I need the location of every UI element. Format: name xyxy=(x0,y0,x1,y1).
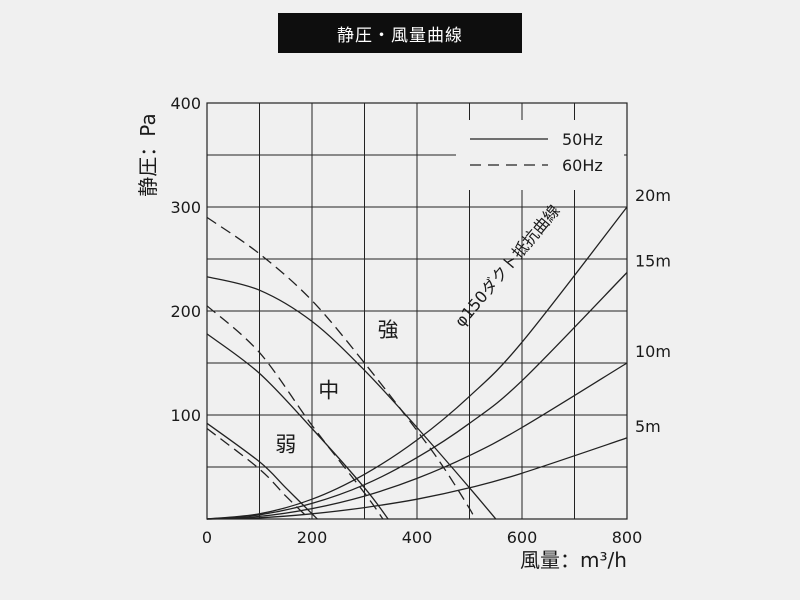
x-axis-label: 風量：m³/h xyxy=(520,548,627,572)
fan-speed-label-low: 弱 xyxy=(275,432,296,456)
legend-background xyxy=(456,120,624,190)
legend: 50Hz 60Hz xyxy=(456,120,624,190)
grid xyxy=(207,103,627,519)
fan-curve-low-60hz xyxy=(206,427,310,520)
plot-frame xyxy=(206,102,628,520)
x-tick-label: 0 xyxy=(202,528,212,547)
tick-labels: 0 200 400 600 800 100 200 300 400 xyxy=(170,94,642,547)
chart-title: 静圧・風量曲線 xyxy=(278,13,522,53)
resistance-curve-15m xyxy=(206,272,628,520)
x-tick-label: 800 xyxy=(612,528,643,547)
x-tick-label: 600 xyxy=(507,528,538,547)
x-tick-label: 400 xyxy=(402,528,433,547)
fan-curve-low-50hz xyxy=(206,422,318,520)
fan-speed-label-high: 強 xyxy=(378,318,399,342)
resistance-label-15m: 15m xyxy=(635,252,671,271)
fan-curve-medium-60hz xyxy=(206,305,384,520)
fan-curve-medium-50hz xyxy=(206,333,389,520)
y-tick-label: 100 xyxy=(170,406,201,425)
y-axis-label: 静圧：Pa xyxy=(136,113,160,196)
fan-curve-high-60hz xyxy=(206,216,476,520)
legend-label-60hz: 60Hz xyxy=(562,156,603,175)
resistance-label-10m: 10m xyxy=(635,342,671,361)
x-tick-label: 200 xyxy=(297,528,328,547)
resistance-label-5m: 5m xyxy=(635,417,661,436)
fan-curve-high-50hz xyxy=(206,276,497,520)
curves xyxy=(206,206,628,520)
resistance-label-20m: 20m xyxy=(635,186,671,205)
y-tick-label: 200 xyxy=(170,302,201,321)
legend-label-50hz: 50Hz xyxy=(562,130,603,149)
fan-speed-label-medium: 中 xyxy=(318,378,339,402)
y-tick-label: 400 xyxy=(170,94,201,113)
resistance-curve-10m xyxy=(206,362,628,520)
resistance-curve-20m xyxy=(206,206,628,520)
y-tick-label: 300 xyxy=(170,198,201,217)
resistance-curve-5m xyxy=(206,437,628,520)
